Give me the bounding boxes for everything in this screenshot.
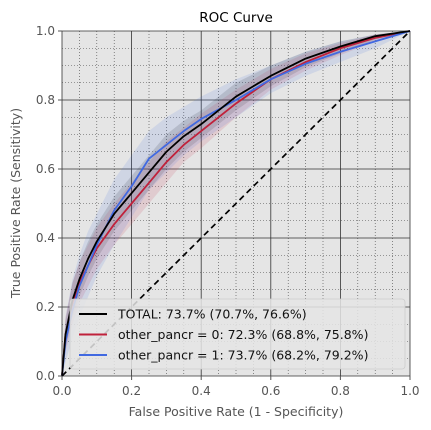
- y-tick-label: 1.0: [36, 24, 55, 38]
- y-tick-label: 0.2: [36, 300, 55, 314]
- x-tick-label: 0.2: [122, 384, 141, 398]
- legend-label: other_pancr = 1: 73.7% (68.2%, 79.2%): [118, 348, 368, 363]
- roc-line: [61, 30, 411, 377]
- legend-label: other_pancr = 0: 72.3% (68.8%, 75.8%): [118, 327, 368, 342]
- chart-title: ROC Curve: [199, 10, 273, 26]
- roc-series-lines: [61, 30, 411, 377]
- x-axis-label: False Positive Rate (1 - Specificity): [129, 404, 344, 419]
- y-axis-ticks: 0.0 0.2 0.4 0.6 0.8 1.0: [36, 24, 62, 383]
- legend-label: TOTAL: 73.7% (70.7%, 76.6%): [117, 307, 307, 322]
- minor-grid: [62, 31, 410, 376]
- y-tick-label: 0.4: [36, 231, 55, 245]
- x-tick-label: 0.0: [52, 384, 71, 398]
- y-axis-label: True Positive Rate (Sensitivity): [8, 108, 23, 299]
- y-tick-label: 0.0: [36, 369, 55, 383]
- roc-line: [61, 30, 411, 377]
- y-tick-label: 0.8: [36, 93, 55, 107]
- x-tick-label: 0.6: [261, 384, 280, 398]
- x-tick-label: 1.0: [400, 384, 419, 398]
- legend: TOTAL: 73.7% (70.7%, 76.6%) other_pancr =…: [69, 298, 406, 370]
- x-tick-label: 0.4: [192, 384, 211, 398]
- legend-box: [69, 298, 406, 370]
- roc-line: [61, 30, 411, 377]
- x-axis-ticks: 0.0 0.2 0.4 0.6 0.8 1.0: [52, 376, 420, 398]
- y-tick-label: 0.6: [36, 162, 55, 176]
- x-tick-label: 0.8: [331, 384, 350, 398]
